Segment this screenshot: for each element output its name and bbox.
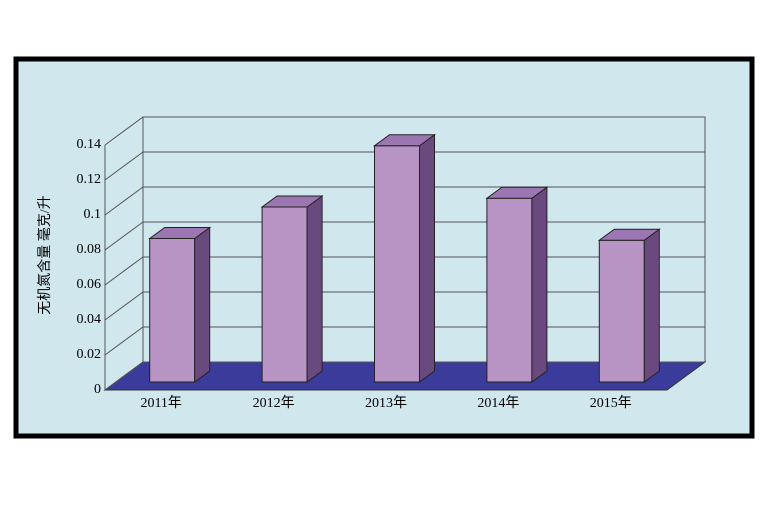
- x-tick-label: 2011年: [140, 395, 181, 411]
- bar-side: [194, 226, 211, 383]
- x-tick-label: 2012年: [253, 395, 295, 411]
- bar-top: [148, 227, 212, 239]
- grid-line: [104, 361, 144, 391]
- bar: [148, 226, 212, 383]
- y-tick-label: 0.02: [77, 347, 102, 362]
- y-tick-label: 0.08: [77, 242, 102, 257]
- grid-line: [104, 186, 144, 216]
- y-tick-label: 0: [94, 382, 101, 397]
- bar-top: [260, 195, 324, 208]
- bar-front: [374, 145, 420, 383]
- y-axis-label: 无机氮含量 毫克/升: [36, 195, 53, 314]
- x-tick-label: 2014年: [477, 395, 519, 411]
- x-tick-label: 2015年: [590, 395, 632, 411]
- bar-top: [372, 134, 437, 147]
- bar-side: [419, 133, 435, 383]
- grid-line: [104, 256, 144, 286]
- bar-front: [149, 238, 196, 383]
- bar: [372, 133, 437, 383]
- grid-line: [104, 151, 144, 181]
- grid-line: [104, 221, 144, 251]
- y-tick-label: 0.04: [77, 312, 102, 327]
- bar-front: [598, 239, 645, 383]
- y-tick-label: 0.06: [77, 277, 102, 292]
- bar-top: [597, 228, 661, 241]
- bar-side: [531, 186, 548, 383]
- bar: [597, 228, 661, 383]
- grid-line: [104, 116, 144, 146]
- bar: [485, 186, 549, 383]
- bar-side: [643, 228, 660, 383]
- x-tick-label: 2013年: [365, 395, 407, 411]
- grid-line: [104, 326, 144, 356]
- grid-line: [104, 291, 144, 321]
- bar: [260, 195, 324, 383]
- y-tick-label: 0.1: [84, 207, 102, 222]
- bar-side: [306, 195, 323, 383]
- bar-front: [261, 206, 308, 383]
- y-tick-label: 0.12: [77, 172, 102, 187]
- bar-front: [486, 197, 533, 383]
- bar-top: [485, 186, 549, 199]
- y-tick-label: 0.14: [77, 137, 102, 152]
